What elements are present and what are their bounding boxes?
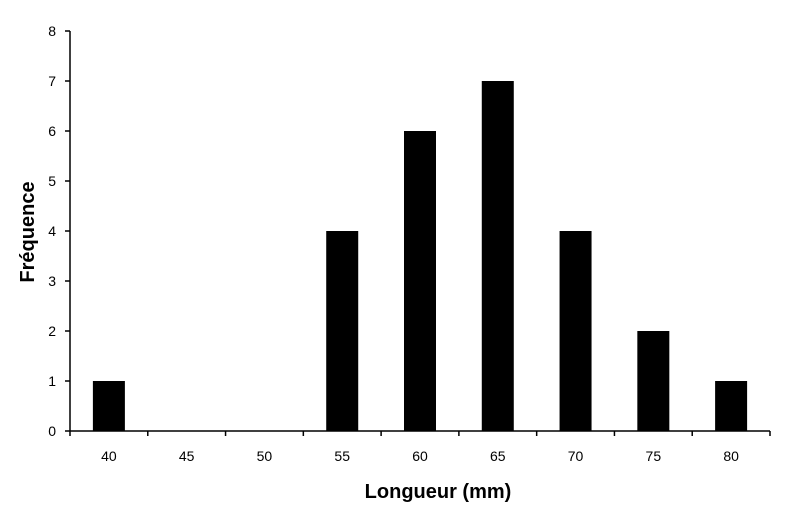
bar-55 (326, 231, 359, 431)
bars-group (92, 81, 748, 431)
x-tick-label: 65 (490, 448, 506, 464)
x-tick-label: 75 (646, 448, 662, 464)
x-axis-title: Longueur (mm) (365, 481, 512, 503)
y-tick-label: 5 (48, 173, 56, 189)
y-tick-label: 8 (48, 23, 56, 39)
y-tick-label: 6 (48, 123, 56, 139)
y-ticks-group: 0 1 2 3 4 5 6 7 8 (48, 23, 70, 439)
x-tick-label: 55 (334, 448, 350, 464)
bar-75 (637, 331, 670, 431)
x-tick-label: 45 (179, 448, 195, 464)
x-tick-label: 50 (257, 448, 273, 464)
bar-60 (404, 131, 436, 431)
bar-80 (715, 381, 748, 431)
y-tick-label: 7 (48, 73, 56, 89)
y-axis-title: Fréquence (17, 181, 39, 282)
bar-65 (481, 81, 514, 431)
x-tick-label: 60 (412, 448, 428, 464)
y-tick-label: 4 (48, 223, 56, 239)
bar-70 (559, 231, 592, 431)
y-tick-label: 2 (48, 323, 56, 339)
x-tick-label: 40 (101, 448, 117, 464)
x-ticks-group: 40 45 50 55 60 65 70 75 80 (69, 431, 771, 464)
x-tick-label: 80 (723, 448, 739, 464)
bar-40 (92, 381, 125, 431)
y-tick-label: 1 (48, 373, 56, 389)
y-tick-label: 3 (48, 273, 56, 289)
y-tick-label: 0 (48, 423, 56, 439)
x-tick-label: 70 (568, 448, 584, 464)
